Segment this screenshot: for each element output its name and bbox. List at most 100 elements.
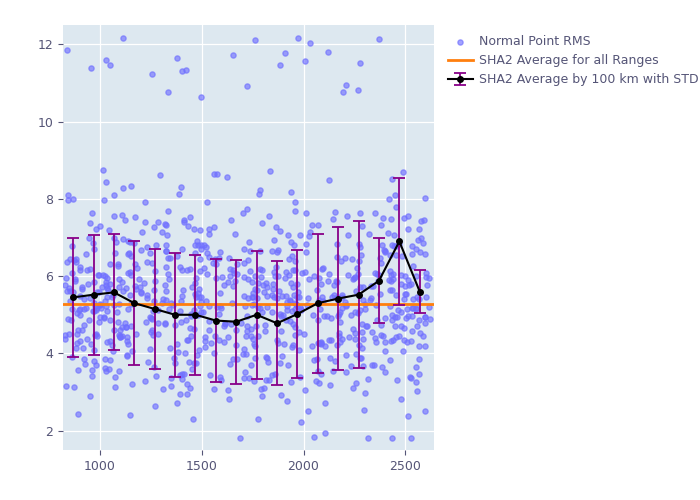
Normal Point RMS bbox=[290, 323, 301, 331]
Normal Point RMS bbox=[384, 356, 395, 364]
Normal Point RMS bbox=[256, 219, 267, 227]
Normal Point RMS bbox=[246, 278, 258, 285]
Normal Point RMS bbox=[412, 322, 423, 330]
Normal Point RMS bbox=[238, 210, 249, 218]
Normal Point RMS bbox=[269, 292, 280, 300]
Normal Point RMS bbox=[188, 306, 199, 314]
Normal Point RMS bbox=[365, 294, 376, 302]
Normal Point RMS bbox=[290, 299, 301, 307]
Normal Point RMS bbox=[125, 182, 136, 190]
Normal Point RMS bbox=[272, 336, 283, 344]
Normal Point RMS bbox=[296, 418, 307, 426]
Normal Point RMS bbox=[282, 361, 293, 369]
Normal Point RMS bbox=[342, 271, 354, 279]
Normal Point RMS bbox=[321, 312, 332, 320]
Normal Point RMS bbox=[74, 306, 85, 314]
Normal Point RMS bbox=[274, 310, 286, 318]
Normal Point RMS bbox=[293, 328, 304, 336]
Normal Point RMS bbox=[226, 216, 237, 224]
Normal Point RMS bbox=[60, 274, 71, 282]
Normal Point RMS bbox=[99, 296, 111, 304]
Normal Point RMS bbox=[103, 366, 114, 374]
Normal Point RMS bbox=[104, 316, 116, 324]
Normal Point RMS bbox=[193, 311, 204, 319]
Normal Point RMS bbox=[331, 292, 342, 300]
Normal Point RMS bbox=[172, 340, 183, 348]
Normal Point RMS bbox=[398, 336, 409, 344]
Normal Point RMS bbox=[316, 265, 328, 273]
Normal Point RMS bbox=[157, 295, 168, 303]
Normal Point RMS bbox=[169, 360, 181, 368]
Normal Point RMS bbox=[126, 322, 137, 330]
Normal Point RMS bbox=[354, 60, 365, 68]
Normal Point RMS bbox=[162, 230, 173, 238]
Normal Point RMS bbox=[177, 246, 188, 254]
Normal Point RMS bbox=[160, 241, 172, 249]
Normal Point RMS bbox=[361, 322, 372, 330]
Normal Point RMS bbox=[193, 346, 204, 354]
Normal Point RMS bbox=[232, 356, 243, 364]
Normal Point RMS bbox=[397, 252, 408, 260]
Normal Point RMS bbox=[355, 284, 366, 292]
Normal Point RMS bbox=[71, 258, 82, 266]
Normal Point RMS bbox=[95, 304, 106, 312]
Normal Point RMS bbox=[326, 292, 337, 300]
Normal Point RMS bbox=[88, 299, 99, 307]
Normal Point RMS bbox=[402, 276, 414, 284]
Normal Point RMS bbox=[195, 298, 206, 306]
Normal Point RMS bbox=[346, 362, 357, 370]
Normal Point RMS bbox=[301, 210, 312, 218]
Normal Point RMS bbox=[327, 215, 338, 223]
Normal Point RMS bbox=[198, 241, 209, 249]
Normal Point RMS bbox=[248, 340, 260, 347]
Normal Point RMS bbox=[247, 293, 258, 301]
Normal Point RMS bbox=[419, 408, 430, 416]
Normal Point RMS bbox=[111, 308, 122, 316]
Normal Point RMS bbox=[92, 332, 103, 340]
Normal Point RMS bbox=[85, 64, 97, 72]
Normal Point RMS bbox=[295, 302, 306, 310]
Normal Point RMS bbox=[62, 46, 73, 54]
Normal Point RMS bbox=[319, 342, 330, 350]
Normal Point RMS bbox=[282, 302, 293, 310]
Normal Point RMS bbox=[81, 266, 92, 274]
Normal Point RMS bbox=[65, 316, 76, 324]
Normal Point RMS bbox=[291, 280, 302, 287]
Normal Point RMS bbox=[388, 232, 399, 239]
Normal Point RMS bbox=[64, 330, 75, 338]
Normal Point RMS bbox=[368, 282, 379, 290]
Normal Point RMS bbox=[314, 305, 326, 313]
Normal Point RMS bbox=[364, 296, 375, 304]
Normal Point RMS bbox=[227, 299, 238, 307]
Normal Point RMS bbox=[389, 312, 400, 320]
Normal Point RMS bbox=[69, 278, 80, 285]
Normal Point RMS bbox=[393, 332, 405, 340]
Normal Point RMS bbox=[162, 270, 174, 278]
Normal Point RMS bbox=[234, 434, 245, 442]
Normal Point RMS bbox=[284, 316, 295, 324]
Normal Point RMS bbox=[176, 297, 187, 305]
Normal Point RMS bbox=[329, 356, 340, 364]
Normal Point RMS bbox=[275, 392, 286, 400]
Normal Point RMS bbox=[326, 314, 337, 322]
Normal Point RMS bbox=[139, 218, 150, 226]
Normal Point RMS bbox=[297, 268, 308, 276]
Normal Point RMS bbox=[199, 337, 211, 345]
Normal Point RMS bbox=[136, 228, 148, 235]
Normal Point RMS bbox=[208, 223, 219, 231]
Normal Point RMS bbox=[356, 320, 368, 328]
Normal Point RMS bbox=[253, 279, 264, 287]
Normal Point RMS bbox=[404, 372, 415, 380]
Normal Point RMS bbox=[359, 300, 370, 308]
Normal Point RMS bbox=[268, 268, 279, 276]
Normal Point RMS bbox=[144, 313, 155, 321]
Normal Point RMS bbox=[347, 275, 358, 283]
Normal Point RMS bbox=[174, 370, 186, 378]
Normal Point RMS bbox=[90, 306, 101, 314]
Normal Point RMS bbox=[192, 236, 203, 244]
Normal Point RMS bbox=[253, 416, 264, 424]
Normal Point RMS bbox=[395, 280, 407, 288]
Normal Point RMS bbox=[406, 242, 417, 250]
Normal Point RMS bbox=[199, 343, 211, 351]
Normal Point RMS bbox=[289, 198, 300, 206]
